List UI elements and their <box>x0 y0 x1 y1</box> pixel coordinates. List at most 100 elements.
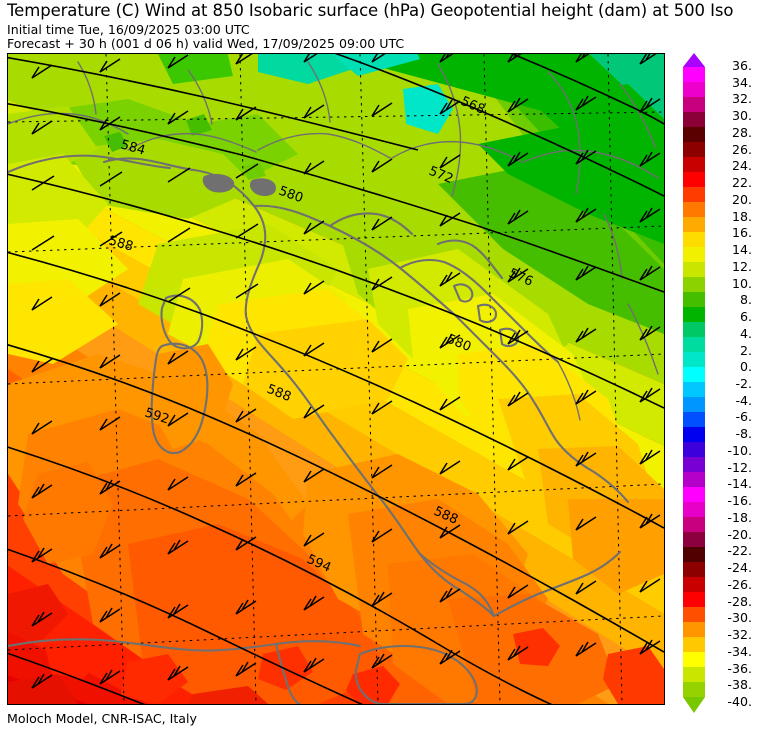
colorbar-segment <box>683 277 705 293</box>
contour-line <box>334 54 664 197</box>
colorbar-tick-label: -28. <box>727 593 752 609</box>
colorbar-tick-label: -4. <box>735 392 752 408</box>
colorbar-tick-label: -8. <box>735 426 752 442</box>
colorbar-segment <box>683 667 705 683</box>
colorbar-tick-label: -14. <box>727 476 752 492</box>
colorbar-tick-label: 32. <box>731 91 752 107</box>
colorbar-tick-label: -38. <box>727 677 752 693</box>
colorbar-tick-label: -24. <box>727 560 752 576</box>
colorbar-tick-label: -20. <box>727 526 752 542</box>
model-credit: Moloch Model, CNR-ISAC, Italy <box>7 711 197 726</box>
colorbar-tick-label: 36. <box>731 58 752 73</box>
colorbar-segment <box>683 682 705 698</box>
colorbar-tick-label: 4. <box>739 325 752 341</box>
contour-line <box>510 54 664 125</box>
colorbar-segment <box>683 67 705 83</box>
coastlines <box>8 61 659 704</box>
colorbar-segment <box>683 322 705 338</box>
contour-line <box>8 446 553 704</box>
colorbar-over-arrow <box>683 53 705 67</box>
colorbar-segment <box>683 232 705 248</box>
colorbar-tick-label: 22. <box>731 175 752 191</box>
colorbar-tick-label: 24. <box>731 158 752 174</box>
colorbar-tick-label: -12. <box>727 459 752 475</box>
colorbar-segment <box>683 82 705 98</box>
colorbar-segment <box>683 577 705 593</box>
initial-time-label: Initial time Tue, 16/09/2025 03:00 UTC <box>7 22 250 37</box>
colorbar-segment <box>683 517 705 533</box>
colorbar-segment <box>683 412 705 428</box>
colorbar-segment <box>683 547 705 563</box>
colorbar-segment <box>683 202 705 218</box>
colorbar-tick-label: -18. <box>727 509 752 525</box>
colorbar-segment <box>683 262 705 278</box>
colorbar-tick-label: -36. <box>727 660 752 676</box>
colorbar-segment <box>683 427 705 443</box>
chart-header: Temperature (C) Wind at 850 Isobaric sur… <box>0 0 760 52</box>
colorbar-segment <box>683 637 705 653</box>
colorbar-segment <box>683 502 705 518</box>
colorbar-segment <box>683 352 705 368</box>
contour-label: 584 <box>119 137 147 158</box>
temperature-field: 584 580 572 568 576 580 588 588 588 592 … <box>8 54 664 704</box>
colorbar-segment <box>683 307 705 323</box>
colorbar-tick-label: 16. <box>731 225 752 241</box>
contour-line <box>8 251 664 529</box>
contour-line <box>8 102 664 293</box>
colorbar-tick-label: -32. <box>727 627 752 643</box>
colorbar-canvas <box>683 53 705 713</box>
contour-label: 588 <box>107 233 135 254</box>
colorbar-tick-label: 34. <box>731 74 752 90</box>
colorbar-segment <box>683 382 705 398</box>
colorbar-tick-label: 14. <box>731 242 752 258</box>
forecast-valid-label: Forecast + 30 h (001 d 06 h) valid Wed, … <box>7 36 405 51</box>
colorbar-tick-label: -2. <box>735 376 752 391</box>
colorbar-tick-label: 2. <box>739 342 752 358</box>
colorbar-segment <box>683 292 705 308</box>
colorbar-tick-label: -16. <box>727 493 752 509</box>
colorbar-segment <box>683 457 705 473</box>
colorbar-segment <box>683 532 705 548</box>
contour-line <box>8 344 664 653</box>
colorbar-segment <box>683 652 705 668</box>
colorbar-segment <box>683 112 705 128</box>
colorbar-segment <box>683 607 705 623</box>
colorbar-segment <box>683 397 705 413</box>
colorbar-segment <box>683 172 705 188</box>
colorbar-under-arrow <box>683 697 705 713</box>
colorbar-tick-label: 30. <box>731 108 752 124</box>
colorbar-segment <box>683 622 705 638</box>
colorbar-segment <box>683 487 705 503</box>
colorbar-tick-label: 20. <box>731 191 752 207</box>
colorbar-segment <box>683 472 705 488</box>
colorbar-tick-label: -26. <box>727 576 752 592</box>
contour-line <box>8 652 146 704</box>
colorbar-tick-label: 0. <box>739 359 752 375</box>
colorbar-segment <box>683 562 705 578</box>
colorbar-tick-label: -22. <box>727 543 752 559</box>
colorbar-tick-label: 26. <box>731 141 752 157</box>
colorbar-segment <box>683 142 705 158</box>
temperature-colorbar <box>681 53 711 713</box>
map-canvas: 584 580 572 568 576 580 588 588 588 592 … <box>8 54 664 704</box>
colorbar-tick-label: 6. <box>739 309 752 325</box>
colorbar-tick-label: 28. <box>731 124 752 140</box>
contour-line <box>8 173 664 409</box>
colorbar-segment <box>683 442 705 458</box>
contour-line <box>8 548 364 704</box>
colorbar-tick-label: 12. <box>731 258 752 274</box>
colorbar-segment <box>683 187 705 203</box>
page-title: Temperature (C) Wind at 850 Isobaric sur… <box>7 1 734 20</box>
colorbar-segment <box>683 217 705 233</box>
contour-line <box>8 56 419 151</box>
colorbar-segment <box>683 97 705 113</box>
colorbar-segment <box>683 337 705 353</box>
colorbar-tick-label: 10. <box>731 275 752 291</box>
colorbar-tick-label: -10. <box>727 442 752 458</box>
colorbar-segment <box>683 367 705 383</box>
weather-map[interactable]: 584 580 572 568 576 580 588 588 588 592 … <box>7 53 665 705</box>
geopotential-contours <box>8 54 664 704</box>
colorbar-tick-label: -30. <box>727 610 752 626</box>
colorbar-segment <box>683 127 705 143</box>
colorbar-tick-labels: 36. 34. 32. 30. 28. 26. 24. 22. 20. 18. 16. 14. 12. 1… <box>706 53 756 713</box>
